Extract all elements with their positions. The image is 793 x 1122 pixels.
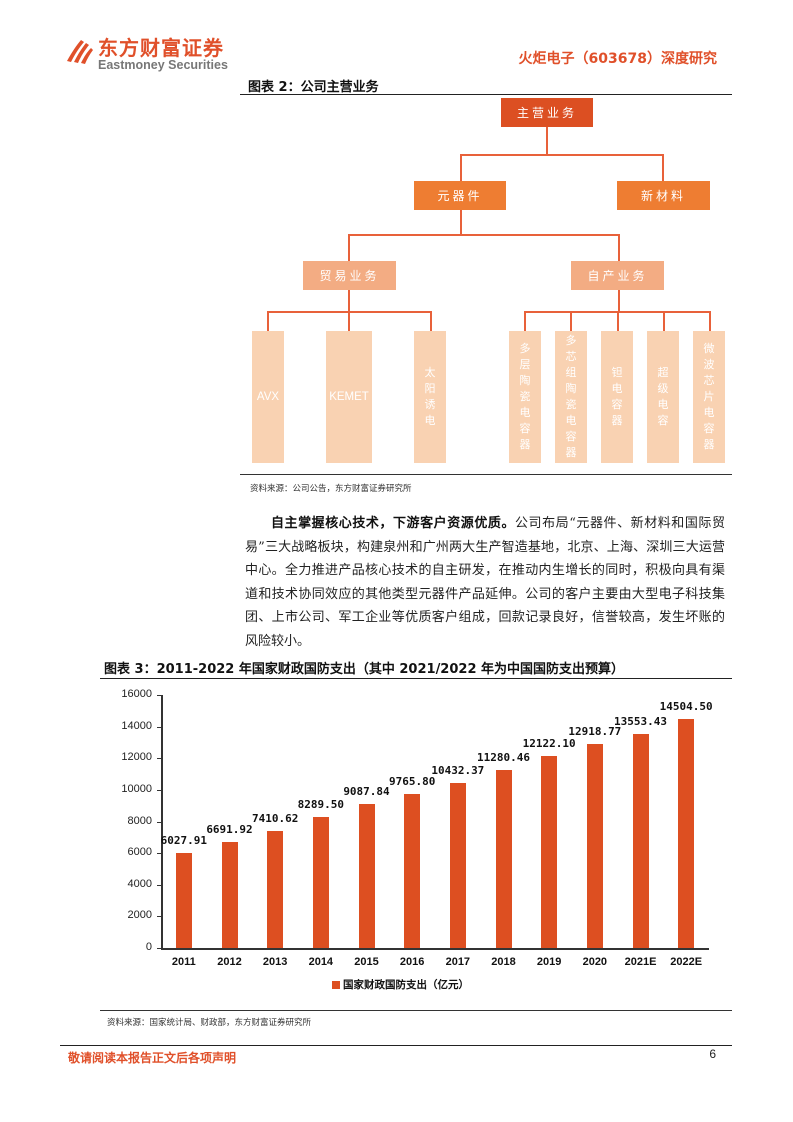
figure-2-bottom-rule — [240, 474, 732, 475]
logo-chinese-name: 东方财富证券 — [98, 36, 224, 60]
figure-3-source: 资料来源：国家统计局、财政部，东方财富证券研究所 — [107, 1018, 312, 1028]
y-tick-label: 6000 — [127, 846, 152, 859]
bar-2014 — [312, 816, 329, 948]
figure-3-bottom-rule — [100, 1010, 732, 1011]
y-tick-mark — [157, 884, 161, 886]
x-tick-label: 2017 — [445, 956, 471, 968]
x-tick-label: 2013 — [262, 956, 288, 968]
bar-value-label: 6691.92 — [206, 823, 253, 837]
x-tick-label: 2018 — [491, 956, 516, 968]
figure-3-caption: 图表 3：2011-2022 年国家财政国防支出（其中 2021/2022 年为… — [104, 662, 625, 677]
x-tick-label: 2016 — [399, 956, 425, 968]
bar-2019 — [541, 756, 558, 948]
y-tick-label: 10000 — [121, 782, 152, 795]
x-tick-label: 2019 — [536, 956, 562, 968]
bar-value-label: 7410.62 — [251, 811, 299, 825]
bar-value-label: 13553.43 — [614, 714, 667, 728]
y-tick-mark — [157, 758, 161, 760]
figure-2-caption: 图表 2：公司主营业务 — [248, 80, 379, 95]
bar-2021e — [632, 733, 649, 948]
bar-2016 — [404, 793, 421, 948]
y-tick-mark — [157, 821, 161, 823]
y-tick-label: 4000 — [127, 877, 152, 890]
paragraph-body: 公司布局“元器件、新材料和国际贸易”三大战略板块，构建泉州和广州两大生产智造基地… — [245, 516, 725, 649]
y-tick-label: 16000 — [121, 688, 152, 700]
node-trade-business: 贸易业务 — [303, 261, 396, 290]
bar-2013 — [267, 830, 284, 948]
bar-2018 — [495, 769, 512, 948]
logo-english-name: Eastmoney Securities — [98, 58, 228, 72]
chart-legend: 国家财政国防支出（亿元） — [332, 977, 469, 992]
leaf-tantalum-capacitor: 钽电容器 — [601, 331, 633, 463]
x-tick-label: 2011 — [171, 956, 196, 968]
eastmoney-logo-icon — [64, 34, 94, 64]
leaf-taiyo-yuden: 太阳诱电 — [414, 331, 446, 463]
node-main-business: 主营业务 — [501, 98, 593, 127]
y-tick-mark — [157, 726, 161, 728]
legend-swatch-icon — [332, 980, 340, 989]
leaf-supercapacitor: 超级电容 — [647, 331, 679, 463]
figure-2-top-rule — [240, 94, 732, 95]
bar-value-label: 14504.50 — [659, 699, 713, 713]
legend-label: 国家财政国防支出（亿元） — [343, 979, 469, 991]
x-tick-label: 2015 — [354, 956, 379, 968]
bar-2022e — [678, 718, 695, 948]
body-paragraph: 自主掌握核心技术，下游客户资源优质。公司布局“元器件、新材料和国际贸易”三大战略… — [245, 512, 725, 653]
node-new-materials: 新材料 — [617, 181, 710, 210]
y-tick-mark — [157, 948, 161, 949]
document-title: 火炬电子（603678）深度研究 — [518, 51, 717, 67]
bar-value-label: 9765.80 — [388, 774, 436, 788]
y-tick-label: 8000 — [127, 814, 152, 827]
bar-value-label: 11280.46 — [477, 750, 530, 764]
bar-value-label: 10432.37 — [431, 764, 485, 778]
y-tick-label: 12000 — [121, 751, 152, 764]
x-tick-label: 2014 — [308, 956, 334, 968]
y-tick-label: 0 — [145, 941, 152, 953]
bar-2015 — [358, 804, 375, 948]
y-tick-mark — [157, 695, 161, 696]
bar-value-label: 12122.10 — [522, 737, 576, 751]
bar-value-label: 8289.50 — [297, 797, 344, 811]
node-components: 元器件 — [414, 181, 506, 210]
bar-value-label: 12918.77 — [568, 724, 622, 738]
footer-disclaimer: 敬请阅读本报告正文后各项声明 — [68, 1051, 237, 1065]
bar-value-label: 9087.84 — [343, 785, 390, 799]
leaf-multi-chip-ceramic-capacitor: 多芯组陶瓷电容器 — [555, 331, 587, 463]
paragraph-lead: 自主掌握核心技术，下游客户资源优质。 — [271, 516, 515, 531]
bar-2017 — [449, 783, 466, 948]
y-tick-mark — [157, 789, 161, 791]
x-tick-label: 2022E — [670, 956, 703, 968]
page-number: 6 — [709, 1047, 716, 1061]
bar-2012 — [221, 842, 238, 948]
node-own-production: 自产业务 — [571, 261, 664, 290]
y-tick-label: 2000 — [127, 909, 152, 922]
leaf-mlcc: 多层陶瓷电容器 — [509, 331, 541, 463]
leaf-kemet: KEMET — [326, 331, 372, 463]
x-tick-label: 2021E — [624, 956, 657, 968]
footer-rule — [60, 1045, 732, 1046]
bar-2020 — [586, 743, 603, 948]
y-tick-mark — [157, 916, 161, 918]
y-tick-label: 14000 — [121, 719, 152, 732]
y-tick-mark — [157, 853, 161, 855]
y-axis — [161, 695, 163, 949]
bar-2011 — [175, 852, 192, 948]
x-axis — [161, 948, 709, 950]
x-tick-label: 2020 — [582, 956, 608, 968]
x-tick-label: 2012 — [217, 956, 242, 968]
figure-2-source: 资料来源：公司公告，东方财富证券研究所 — [250, 484, 412, 494]
figure-3-top-rule — [100, 678, 732, 679]
leaf-avx: AVX — [252, 331, 284, 463]
bar-value-label: 6027.91 — [160, 833, 207, 847]
leaf-microwave-chip-capacitor: 微波芯片电容器 — [693, 331, 725, 463]
